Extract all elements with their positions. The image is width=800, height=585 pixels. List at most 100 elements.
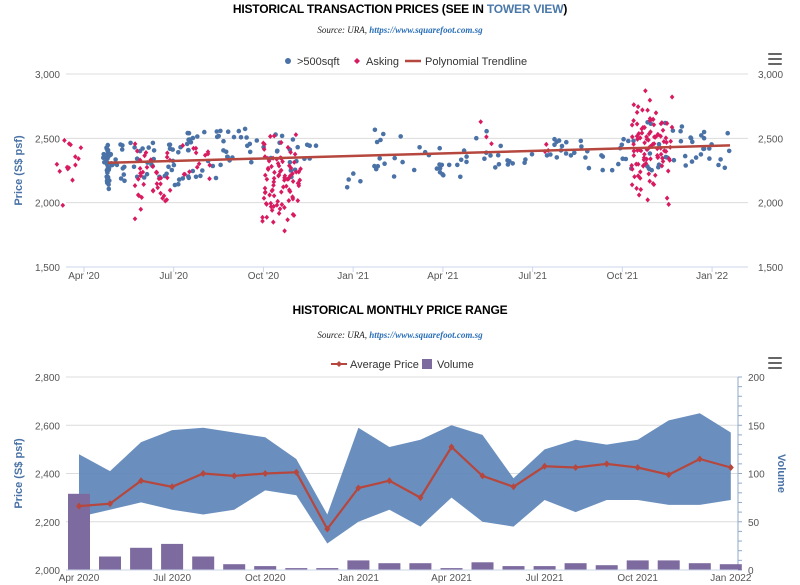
point-over500 [701,135,707,141]
point-over500 [166,142,172,148]
point-over500 [372,163,377,169]
volume-bar [626,560,649,570]
point-over500 [105,156,110,161]
point-over500 [626,138,631,144]
point-asking [651,122,657,128]
point-asking [664,139,669,145]
point-over500 [683,163,688,168]
point-asking [634,133,640,139]
x-tick-label: Jul 2020 [153,573,191,584]
point-over500 [249,159,254,165]
point-over500 [216,133,221,139]
point-asking [164,154,170,160]
hamburger-menu-icon[interactable] [768,53,782,65]
point-asking [164,197,170,203]
volume-bar [223,564,246,570]
point-asking [193,150,199,156]
point-asking [181,171,187,177]
volume-bar [254,566,277,570]
point-asking [285,217,290,223]
top-source-link[interactable]: https://www.squarefoot.com.sg [369,25,483,35]
point-over500 [716,162,721,168]
point-over500 [688,135,693,140]
point-asking [78,145,84,151]
point-asking [287,173,293,179]
y-tick-label-right: 100 [748,470,765,481]
point-asking [648,156,653,162]
point-asking [651,141,657,147]
point-over500 [202,129,207,135]
point-over500 [144,171,150,177]
point-asking [138,206,144,212]
point-over500 [699,133,704,138]
point-asking [646,131,652,137]
point-over500 [458,157,464,163]
point-asking [634,185,639,191]
point-asking [165,175,170,181]
point-asking [271,219,276,225]
point-over500 [484,128,489,134]
point-asking [287,187,292,193]
point-over500 [671,157,677,163]
point-over500 [693,155,699,160]
legend-label-over500: >500sqft [297,56,340,68]
point-asking [658,121,664,127]
point-asking [140,169,146,175]
point-asking [631,118,636,124]
point-over500 [172,182,178,188]
point-over500 [496,162,502,167]
point-asking [643,88,648,94]
point-asking [650,181,656,187]
point-asking [262,185,268,191]
point-asking [76,156,81,162]
point-over500 [523,157,528,162]
x-tick-label: Jul '21 [518,271,547,282]
point-over500 [578,138,584,144]
point-over500 [106,182,111,187]
point-asking [132,141,138,147]
point-over500 [600,167,605,173]
average-price-point [200,470,207,477]
average-price-point [262,470,269,477]
point-asking [271,193,277,199]
point-over500 [392,155,398,161]
point-asking [484,134,489,140]
point-asking [137,165,143,172]
tower-view-link[interactable]: TOWER VIEW [486,2,564,16]
point-over500 [121,172,127,177]
legend-marker-volume [422,359,432,369]
point-over500 [171,162,177,168]
x-tick-label: Oct '20 [248,271,280,282]
point-asking [640,163,646,169]
hamburger-menu-icon-2[interactable] [768,357,782,369]
point-over500 [213,175,219,181]
point-asking [261,195,267,201]
point-asking [260,214,265,220]
point-asking [276,173,281,179]
bottom-source-link[interactable]: https://www.squarefoot.com.sg [369,330,483,340]
point-asking [207,176,212,182]
point-asking [643,160,649,166]
point-over500 [437,145,443,151]
point-asking [165,150,170,156]
point-over500 [374,139,380,145]
point-over500 [193,174,199,180]
point-asking [285,176,290,182]
x-tick-label: Jul 2021 [526,573,564,584]
point-asking [662,148,667,154]
average-price-point [324,525,331,533]
x-tick-label: Apr '20 [68,271,100,282]
point-over500 [186,175,192,181]
point-over500 [170,147,175,152]
point-over500 [141,175,147,180]
volume-bar [316,568,339,570]
point-over500 [118,176,124,181]
volume-bar [533,566,556,570]
point-asking [275,198,280,204]
point-asking [287,163,292,169]
point-asking [167,187,173,193]
point-asking [290,194,295,200]
x-tick-label: Apr '21 [427,271,459,282]
point-asking [288,149,293,155]
point-over500 [690,139,695,145]
